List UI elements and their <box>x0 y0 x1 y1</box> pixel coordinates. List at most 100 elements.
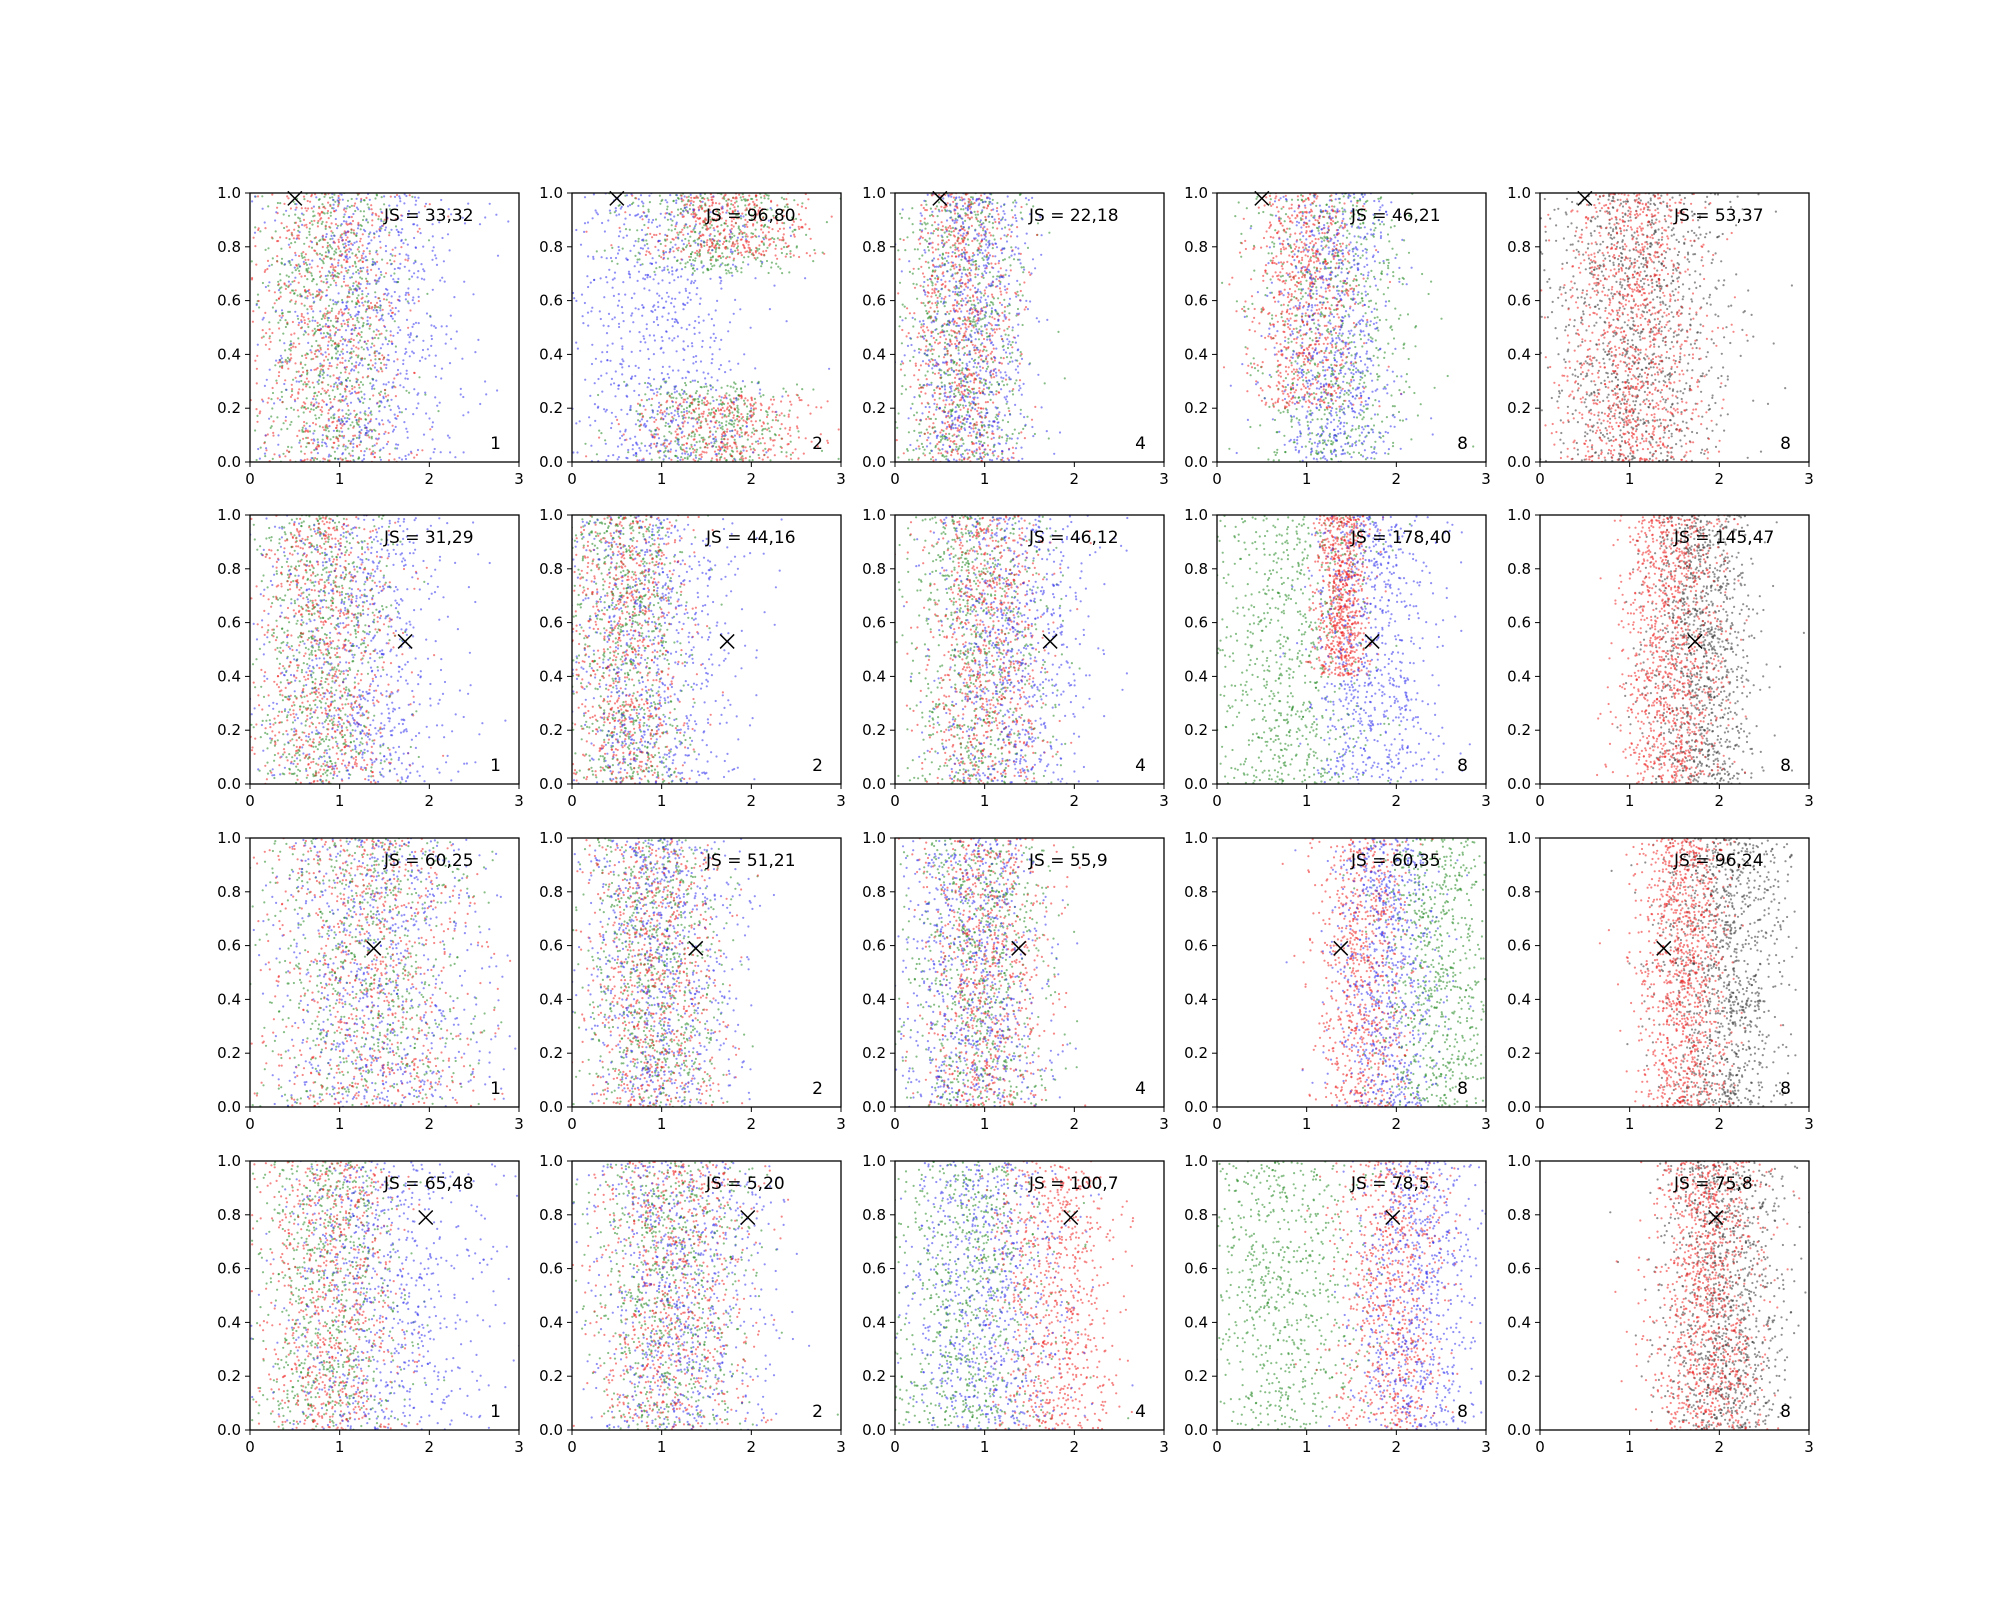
scatter-point-red <box>670 458 673 461</box>
scatter-point-blue <box>415 335 419 338</box>
scatter-point-green <box>688 447 692 450</box>
scatter-point-red <box>698 236 701 239</box>
scatter-point-green <box>928 214 932 217</box>
scatter-point-green <box>270 263 273 266</box>
scatter-point-red <box>369 359 372 362</box>
scatter-point-blue <box>379 226 382 229</box>
scatter-point-blue <box>364 259 368 262</box>
scatter-point-green <box>360 331 363 334</box>
scatter-point-blue <box>729 229 732 232</box>
scatter-point-red <box>759 402 762 405</box>
scatter-point-green <box>726 384 729 387</box>
scatter-point-red <box>706 239 709 242</box>
scatter-point-blue <box>312 205 315 208</box>
scatter-point-green <box>1007 407 1010 410</box>
scatter-point-blue <box>676 438 679 441</box>
scatter-point-blue <box>654 261 658 264</box>
scatter-point-blue <box>400 219 403 222</box>
scatter-point-green <box>935 227 938 231</box>
scatter-point-blue <box>658 294 661 297</box>
scatter-point-blue <box>440 198 443 202</box>
scatter-point-blue <box>697 315 700 318</box>
scatter-point-green <box>283 226 286 230</box>
scatter-point-red <box>736 418 739 421</box>
scatter-point-blue <box>333 234 336 237</box>
scatter-point-blue <box>683 410 686 414</box>
scatter-point-green <box>411 195 414 198</box>
scatter-point-blue <box>652 392 656 395</box>
scatter-point-green <box>729 398 732 401</box>
y-tick-label: 0.6 <box>217 292 241 310</box>
scatter-point-blue <box>634 364 637 367</box>
scatter-point-green <box>975 259 978 263</box>
scatter-point-blue <box>651 310 654 313</box>
scatter-point-green <box>394 447 397 450</box>
scatter-point-green <box>911 272 914 275</box>
scatter-point-red <box>682 248 685 251</box>
scatter-point-green <box>1011 393 1015 396</box>
scatter-point-green <box>972 260 975 263</box>
scatter-point-green <box>274 364 277 367</box>
scatter-point-blue <box>351 438 355 441</box>
scatter-point-red <box>306 429 309 432</box>
scatter-point-green <box>723 414 727 417</box>
scatter-point-red <box>292 342 295 345</box>
scatter-point-red <box>326 425 329 428</box>
scatter-point-red <box>585 230 588 233</box>
scatter-point-red <box>778 238 781 241</box>
scatter-point-red <box>387 394 390 397</box>
scatter-point-blue <box>620 337 623 340</box>
scatter-point-green <box>255 458 258 462</box>
scatter-point-green <box>340 325 343 328</box>
scatter-point-green <box>754 258 758 261</box>
scatter-point-green <box>1015 314 1018 317</box>
scatter-point-blue <box>315 448 318 451</box>
scatter-point-blue <box>420 277 423 280</box>
scatter-point-red <box>733 206 736 209</box>
scatter-point-green <box>981 272 984 275</box>
scatter-point-red <box>297 391 300 394</box>
scatter-point-red <box>787 415 790 418</box>
scatter-point-blue <box>373 279 376 282</box>
scatter-point-red <box>307 258 310 261</box>
scatter-point-green <box>735 268 738 271</box>
scatter-point-blue <box>379 347 382 350</box>
scatter-point-blue <box>698 395 701 398</box>
scatter-point-blue <box>683 195 686 198</box>
scatter-point-green <box>900 392 903 395</box>
scatter-point-blue <box>583 301 587 305</box>
scatter-point-blue <box>275 211 278 214</box>
scatter-point-green <box>709 262 713 265</box>
scatter-point-green <box>364 310 367 313</box>
scatter-point-green <box>669 406 672 409</box>
scatter-point-green <box>270 415 273 418</box>
scatter-point-red <box>374 354 377 357</box>
scatter-point-blue <box>600 360 603 363</box>
scatter-point-blue <box>675 201 678 205</box>
scatter-point-blue <box>346 420 349 423</box>
scatter-point-green <box>956 293 959 296</box>
scatter-point-blue <box>262 400 265 403</box>
scatter-point-blue <box>414 260 417 264</box>
scatter-point-green <box>740 199 743 202</box>
scatter-point-red <box>730 199 733 202</box>
scatter-point-blue <box>743 225 747 228</box>
scatter-point-blue <box>573 297 576 300</box>
scatter-point-green <box>360 396 363 399</box>
scatter-point-blue <box>675 390 679 393</box>
scatter-point-green <box>692 204 695 207</box>
scatter-point-green <box>991 247 994 250</box>
scatter-point-green <box>788 271 791 274</box>
scatter-point-blue <box>622 281 625 284</box>
scatter-point-red <box>338 434 342 438</box>
scatter-point-green <box>690 253 693 256</box>
scatter-point-green <box>715 246 718 250</box>
scatter-point-red <box>692 213 695 216</box>
scatter-point-red <box>697 416 700 419</box>
scatter-point-red <box>395 193 399 197</box>
scatter-point-green <box>693 433 697 436</box>
scatter-point-green <box>687 416 691 419</box>
scatter-point-blue <box>365 426 368 429</box>
scatter-point-green <box>711 386 714 389</box>
scatter-point-red <box>272 431 275 434</box>
